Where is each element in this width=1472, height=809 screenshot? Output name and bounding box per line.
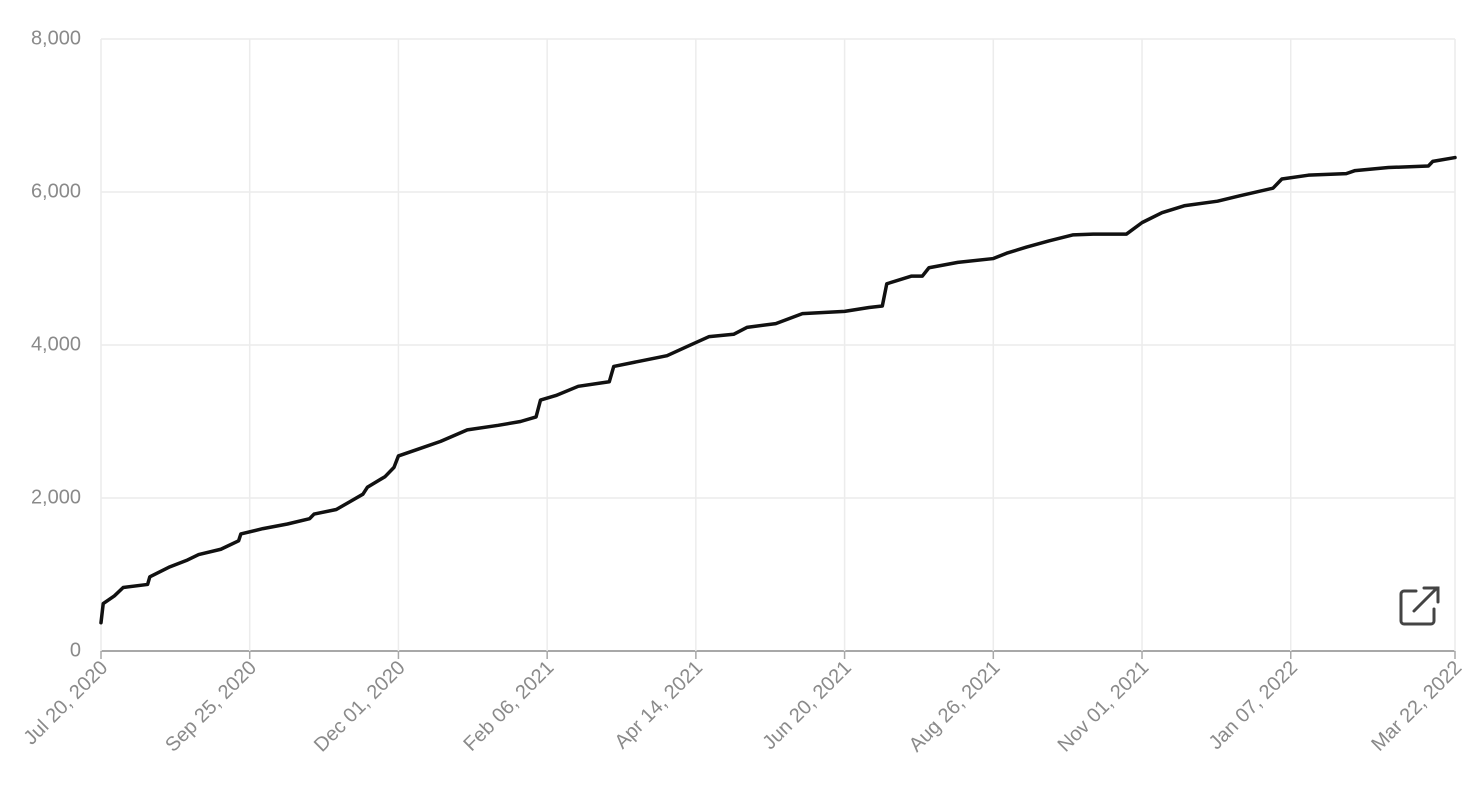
data-line [99, 155, 1457, 625]
y-tick-label: 8,000 [31, 27, 81, 49]
x-tick-label: Nov 01, 2021 [1054, 657, 1154, 757]
x-tick-label: Dec 01, 2020 [310, 657, 410, 757]
y-tick-label: 4,000 [31, 333, 81, 355]
y-tick-label: 2,000 [31, 486, 81, 508]
y-tick-label: 0 [70, 639, 81, 661]
plot: 0 2,000 4,000 6,000 8,000 Jul 20, 2020 Sep 25,… [20, 27, 1467, 756]
x-tick-label: Aug 26, 2021 [905, 657, 1005, 757]
y-tick-label: 6,000 [31, 180, 81, 202]
x-tick-label: Jan 07, 2022 [1205, 657, 1302, 754]
external-link-icon[interactable] [1399, 586, 1440, 626]
x-tick-label: Feb 06, 2021 [460, 657, 559, 756]
x-tick-label: Mar 22, 2022 [1367, 657, 1466, 756]
x-tick-label: Sep 25, 2020 [161, 657, 261, 757]
x-tick-label: Jul 20, 2020 [20, 657, 113, 750]
x-tick-label: Jun 20, 2021 [759, 657, 856, 754]
x-tick-label: Apr 14, 2021 [611, 657, 708, 754]
